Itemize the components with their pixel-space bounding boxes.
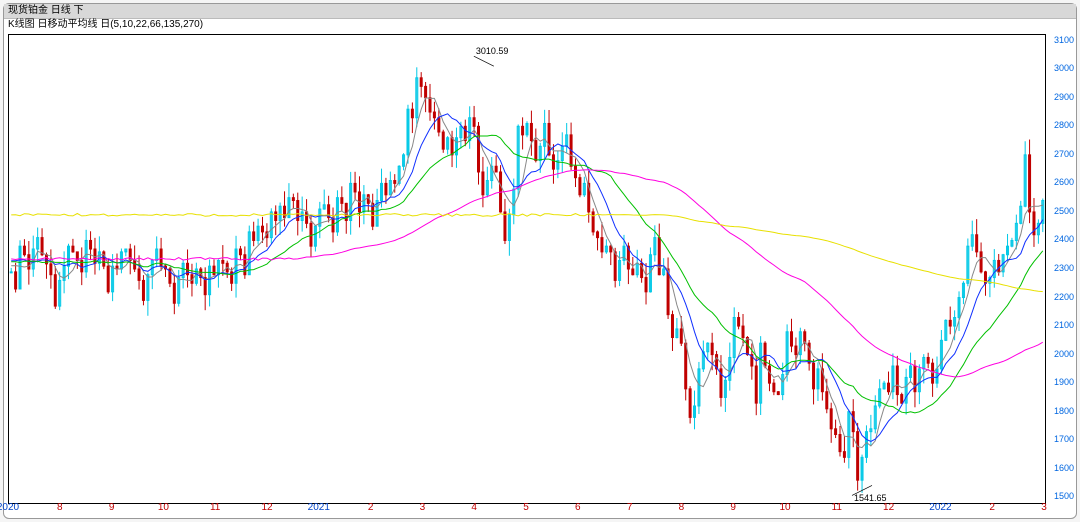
chart-window: 现货铂金 日线 下 K线图 日移动平均线 日(5,10,22,66,135,27… xyxy=(3,3,1077,519)
x-tick: 2020 xyxy=(0,502,19,513)
x-tick: 11 xyxy=(832,502,842,513)
legend-bar: K线图 日移动平均线 日(5,10,22,66,135,270) xyxy=(4,18,1076,32)
y-tick: 2000 xyxy=(1054,349,1074,359)
x-tick: 12 xyxy=(261,502,272,513)
annotation-label: 3010.59 xyxy=(476,46,509,56)
x-tick: 2021 xyxy=(308,502,330,513)
x-tick: 10 xyxy=(779,502,790,513)
y-tick: 2900 xyxy=(1054,92,1074,102)
y-tick: 3000 xyxy=(1054,63,1074,73)
x-tick: 3 xyxy=(420,502,426,513)
x-tick: 5 xyxy=(523,502,529,513)
x-tick: 11 xyxy=(210,502,220,513)
x-tick: 2022 xyxy=(929,502,951,513)
x-tick: 2 xyxy=(368,502,374,513)
y-tick: 2800 xyxy=(1054,120,1074,130)
x-tick: 8 xyxy=(679,502,685,513)
x-axis: 202089101112202123456789101112202223 xyxy=(8,502,1042,516)
y-tick: 3100 xyxy=(1054,35,1074,45)
y-tick: 1800 xyxy=(1054,406,1074,416)
x-tick: 10 xyxy=(158,502,169,513)
y-tick: 2500 xyxy=(1054,206,1074,216)
y-tick: 2600 xyxy=(1054,177,1074,187)
x-tick: 3 xyxy=(1041,502,1047,513)
title-bar[interactable]: 现货铂金 日线 下 xyxy=(4,4,1076,19)
y-tick: 1500 xyxy=(1054,491,1074,501)
legend-text: K线图 日移动平均线 日(5,10,22,66,135,270) xyxy=(8,19,203,30)
x-tick: 8 xyxy=(57,502,63,513)
x-tick: 12 xyxy=(883,502,894,513)
y-tick: 2700 xyxy=(1054,149,1074,159)
x-tick: 6 xyxy=(575,502,581,513)
y-tick: 2200 xyxy=(1054,292,1074,302)
y-tick: 2300 xyxy=(1054,263,1074,273)
x-tick: 9 xyxy=(109,502,115,513)
y-tick: 1900 xyxy=(1054,377,1074,387)
x-tick: 2 xyxy=(989,502,995,513)
y-tick: 1700 xyxy=(1054,434,1074,444)
y-axis: 1500 1600 1700 1800 1900 2000 2100 2200 2300 2400… xyxy=(1044,34,1074,500)
x-tick: 7 xyxy=(627,502,633,513)
y-tick: 1600 xyxy=(1054,463,1074,473)
y-tick: 2100 xyxy=(1054,320,1074,330)
chart-plot-area[interactable]: 3010.591541.65 xyxy=(8,34,1046,504)
window-title: 现货铂金 日线 下 xyxy=(8,5,84,16)
chart-svg xyxy=(9,35,1045,503)
x-tick: 9 xyxy=(730,502,736,513)
x-tick: 4 xyxy=(471,502,477,513)
y-tick: 2400 xyxy=(1054,234,1074,244)
